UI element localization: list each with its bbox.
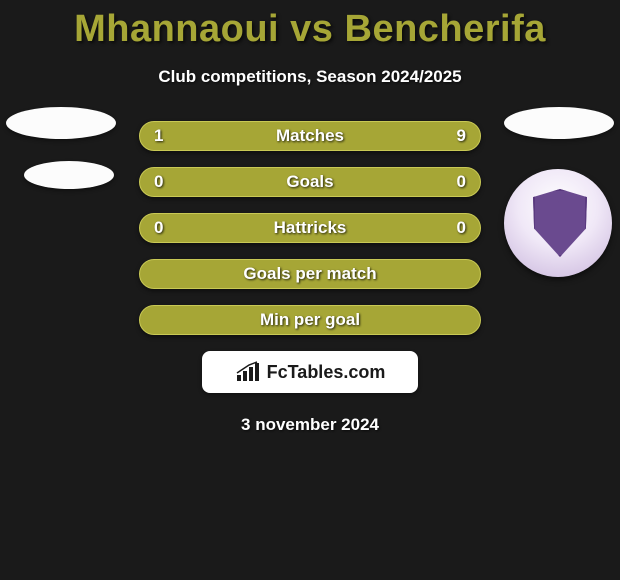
right-player-badges xyxy=(504,107,614,277)
stat-row: 0 Goals 0 xyxy=(139,167,481,197)
date-text: 3 november 2024 xyxy=(0,415,620,435)
brand-box: FcTables.com xyxy=(202,351,418,393)
comparison-panel: 1 Matches 9 0 Goals 0 0 Hattricks 0 Goals per mat… xyxy=(0,121,620,435)
stat-rows: 1 Matches 9 0 Goals 0 0 Hattricks 0 Goals per mat… xyxy=(139,121,481,335)
stat-left-value: 1 xyxy=(154,126,174,146)
stat-right-value: 9 xyxy=(446,126,466,146)
stat-left-value: 0 xyxy=(154,218,174,238)
stat-row: Goals per match xyxy=(139,259,481,289)
stat-label: Matches xyxy=(276,126,344,146)
stat-label: Goals per match xyxy=(243,264,376,284)
right-ellipse-large xyxy=(504,107,614,139)
page-subtitle: Club competitions, Season 2024/2025 xyxy=(0,67,620,87)
stat-left-value: 0 xyxy=(154,172,174,192)
stat-right-value: 0 xyxy=(446,172,466,192)
club-badge-icon xyxy=(504,169,612,277)
stat-right-value: 0 xyxy=(446,218,466,238)
stat-row: Min per goal xyxy=(139,305,481,335)
stat-row: 1 Matches 9 xyxy=(139,121,481,151)
left-ellipse-large xyxy=(6,107,116,139)
stat-label: Hattricks xyxy=(274,218,347,238)
left-ellipse-small xyxy=(24,161,114,189)
left-player-badges xyxy=(6,107,116,189)
brand-text: FcTables.com xyxy=(267,362,386,383)
stat-label: Goals xyxy=(286,172,333,192)
stat-row: 0 Hattricks 0 xyxy=(139,213,481,243)
stat-label: Min per goal xyxy=(260,310,360,330)
bar-chart-icon xyxy=(235,361,261,383)
page-title: Mhannaoui vs Bencherifa xyxy=(0,0,620,51)
